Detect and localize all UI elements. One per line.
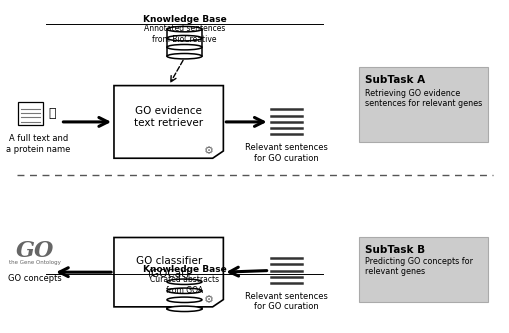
Text: ⚙: ⚙ <box>204 295 214 305</box>
Text: A full text and
a protein name: A full text and a protein name <box>7 134 71 154</box>
Polygon shape <box>114 237 223 307</box>
Text: Relevant sentences
for GO curation: Relevant sentences for GO curation <box>245 292 328 311</box>
Ellipse shape <box>167 306 202 312</box>
Text: Curated abstracts
from GOA: Curated abstracts from GOA <box>150 275 219 295</box>
Text: ⚙: ⚙ <box>204 146 214 156</box>
Ellipse shape <box>167 26 202 32</box>
Text: Relevant sentences
for GO curation: Relevant sentences for GO curation <box>245 144 328 163</box>
Text: 🧬: 🧬 <box>48 107 55 120</box>
Text: Retrieving GO evidence
sentences for relevant genes: Retrieving GO evidence sentences for rel… <box>365 89 483 108</box>
Text: GO classifier
(GOCat): GO classifier (GOCat) <box>135 256 202 278</box>
FancyBboxPatch shape <box>359 68 488 142</box>
Ellipse shape <box>167 279 202 284</box>
Text: Knowledge Base: Knowledge Base <box>143 265 227 274</box>
Text: Annotated sentences
from BioCreative: Annotated sentences from BioCreative <box>144 24 225 44</box>
Ellipse shape <box>167 288 202 293</box>
Text: Knowledge Base: Knowledge Base <box>143 15 227 24</box>
Ellipse shape <box>167 297 202 302</box>
Text: the Gene Ontology: the Gene Ontology <box>9 260 61 265</box>
Text: SubTask A: SubTask A <box>365 75 426 85</box>
Bar <box>167 282 202 309</box>
Text: GO concepts: GO concepts <box>8 274 62 283</box>
Ellipse shape <box>167 54 202 59</box>
Bar <box>18 103 43 125</box>
Ellipse shape <box>167 35 202 41</box>
Text: GO evidence
text retriever: GO evidence text retriever <box>134 106 203 128</box>
Polygon shape <box>114 86 223 158</box>
Bar <box>167 29 202 56</box>
Ellipse shape <box>167 45 202 50</box>
Text: SubTask B: SubTask B <box>365 245 426 255</box>
Text: GO: GO <box>16 240 54 262</box>
FancyBboxPatch shape <box>359 237 488 302</box>
Text: Predicting GO concepts for
relevant genes: Predicting GO concepts for relevant gene… <box>365 257 473 276</box>
